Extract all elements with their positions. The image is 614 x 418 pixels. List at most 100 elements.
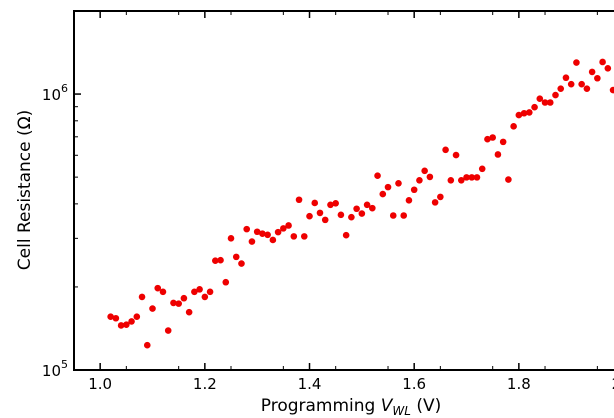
data-point [123, 321, 130, 328]
data-point [342, 231, 350, 239]
data-point [143, 341, 151, 349]
data-point [421, 167, 428, 175]
data-point [557, 85, 565, 92]
data-point [280, 225, 287, 232]
data-point [164, 327, 172, 334]
data-point [138, 293, 146, 301]
data-point [149, 305, 156, 312]
data-point [526, 109, 533, 116]
data-point [363, 201, 371, 209]
data-point [484, 135, 491, 143]
data-point [489, 134, 496, 141]
data-point [159, 288, 167, 296]
data-point [369, 204, 376, 212]
data-point [536, 95, 544, 103]
data-point [578, 80, 585, 88]
data-point [358, 210, 366, 217]
data-point [499, 138, 507, 146]
data-points [107, 58, 614, 349]
x-axis-title-subscript: WL [392, 404, 411, 418]
data-point [562, 74, 570, 82]
data-point [217, 256, 224, 264]
x-axis-title-variable: V [381, 396, 394, 416]
data-point [269, 236, 277, 244]
data-point [259, 230, 266, 237]
data-point [468, 174, 476, 181]
x-axis-title: Programming VWL (V) [261, 396, 442, 418]
data-point [232, 253, 240, 261]
data-point [248, 238, 256, 245]
x-tick-label: 1.8 [507, 375, 531, 393]
data-point [243, 225, 251, 233]
x-tick-label: 1.4 [298, 375, 322, 393]
data-point [332, 199, 339, 207]
data-point [478, 165, 486, 173]
data-point [452, 151, 460, 159]
data-point [431, 199, 439, 206]
data-point [447, 176, 455, 184]
y-tick-exponent: 6 [61, 82, 68, 95]
data-point [306, 212, 313, 220]
y-tick-label: 105 [42, 358, 68, 380]
x-axis-title-main: Programming [261, 396, 381, 416]
data-point [594, 74, 601, 82]
y-tick-base: 10 [42, 362, 61, 380]
data-point [196, 286, 203, 293]
data-point [290, 233, 298, 240]
data-point [515, 111, 523, 119]
data-point [416, 176, 423, 184]
data-point [437, 193, 444, 201]
data-point [473, 174, 481, 181]
data-point [128, 318, 135, 325]
data-point [583, 85, 591, 92]
data-point [201, 293, 209, 301]
data-point [604, 64, 612, 72]
data-point [463, 174, 470, 181]
y-tick-exponent: 5 [61, 358, 68, 371]
data-point [348, 213, 355, 221]
data-point [337, 211, 345, 219]
data-point [170, 299, 177, 307]
data-point [426, 173, 434, 181]
data-point [107, 313, 114, 321]
data-point [457, 176, 465, 184]
data-point [238, 260, 245, 267]
data-point [384, 183, 392, 191]
x-tick-label: 2.0 [612, 375, 614, 393]
x-axis-title-unit: (V) [411, 396, 441, 416]
axis-ticks [74, 11, 598, 371]
data-point [405, 197, 413, 204]
data-point [154, 284, 162, 292]
data-point [531, 103, 538, 111]
data-point [311, 199, 319, 207]
data-point [274, 228, 282, 236]
data-point [117, 322, 125, 329]
x-tick-label: 1.2 [193, 375, 217, 393]
data-point [395, 179, 402, 187]
data-point [609, 86, 614, 94]
data-point [573, 59, 580, 66]
data-point [353, 205, 360, 213]
data-point [389, 212, 397, 219]
data-point [374, 172, 381, 180]
data-point [264, 231, 271, 239]
data-point [300, 233, 308, 240]
y-axis-title: Cell Resistance (Ω) [15, 110, 35, 270]
data-point [285, 222, 292, 229]
data-point [410, 186, 418, 194]
data-point [253, 228, 261, 236]
data-point [133, 313, 141, 321]
y-tick-base: 10 [42, 86, 61, 104]
data-point [206, 288, 214, 296]
data-point [588, 68, 596, 76]
data-point [222, 278, 230, 286]
data-point [552, 91, 559, 99]
x-tick-labels: 1.0 1.2 1.4 1.6 1.8 2.0 [88, 375, 614, 393]
data-point [185, 308, 193, 316]
data-point [546, 99, 554, 106]
data-point [295, 196, 303, 204]
plot-area-frame [73, 10, 614, 371]
data-point [227, 235, 235, 242]
data-point [494, 151, 502, 158]
